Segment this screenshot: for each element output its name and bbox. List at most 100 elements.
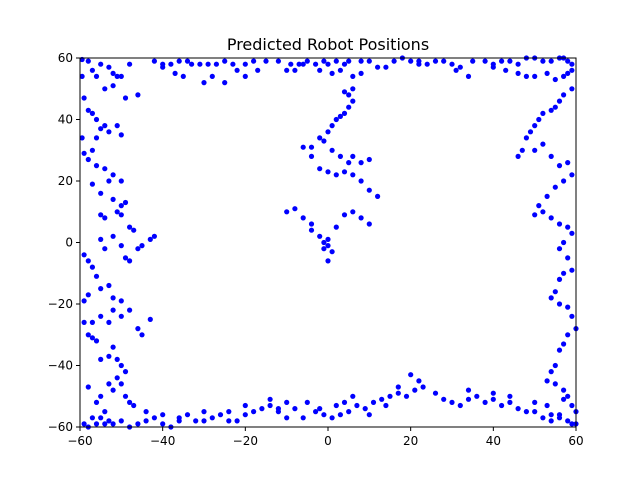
data-point	[308, 144, 315, 150]
data-point	[110, 70, 116, 76]
data-point	[341, 110, 348, 116]
data-point	[98, 356, 104, 362]
data-point	[321, 239, 327, 246]
data-point	[337, 153, 343, 159]
data-point	[358, 178, 364, 184]
data-point	[416, 61, 422, 67]
data-point	[118, 362, 124, 369]
y-tick-label: 60	[58, 51, 73, 65]
data-point	[408, 372, 414, 378]
data-point	[193, 418, 199, 424]
data-point	[329, 70, 335, 76]
data-point	[308, 221, 315, 227]
data-point	[540, 209, 546, 215]
data-point	[93, 338, 100, 344]
x-tick-label: 60	[568, 434, 583, 448]
data-point	[131, 227, 137, 233]
data-point	[89, 335, 95, 341]
data-point	[325, 236, 331, 242]
data-point	[387, 393, 393, 399]
data-point	[432, 58, 439, 64]
data-point	[366, 156, 372, 163]
data-point	[540, 415, 546, 421]
data-point	[135, 421, 141, 427]
data-point	[304, 58, 310, 64]
x-tick-label: −60	[67, 434, 92, 448]
data-point	[263, 58, 269, 64]
data-point	[317, 166, 323, 172]
data-point	[329, 249, 335, 255]
data-point	[106, 418, 112, 424]
data-point	[544, 193, 550, 199]
data-point	[118, 298, 124, 304]
data-point	[321, 412, 327, 418]
data-point	[556, 347, 563, 353]
data-point	[333, 172, 339, 178]
data-point	[358, 58, 364, 64]
data-point	[569, 86, 575, 92]
plot-frame	[79, 57, 577, 428]
data-point	[160, 421, 166, 427]
data-point	[102, 215, 108, 221]
data-point	[284, 415, 290, 421]
data-point	[98, 313, 104, 319]
data-point	[89, 67, 95, 73]
data-point	[565, 224, 571, 230]
data-point	[556, 301, 563, 307]
data-point	[548, 295, 554, 301]
data-point	[197, 61, 203, 67]
data-point	[102, 166, 108, 172]
data-point	[234, 67, 240, 73]
y-tick-label: −60	[48, 420, 73, 434]
y-axis-ticks: −60 −40 −20 0 20 40 60	[48, 51, 80, 434]
data-point	[358, 215, 364, 221]
data-point	[85, 156, 91, 163]
data-point	[118, 313, 124, 319]
data-point	[569, 313, 575, 319]
data-point	[114, 375, 120, 381]
data-point	[375, 193, 381, 199]
data-point	[561, 92, 567, 98]
data-point	[300, 144, 306, 150]
data-point	[408, 58, 414, 64]
data-point	[561, 270, 567, 276]
data-point	[556, 246, 563, 252]
data-point	[565, 70, 571, 76]
data-point	[416, 378, 422, 384]
data-point	[85, 258, 91, 264]
data-point	[110, 421, 116, 427]
data-point	[114, 123, 120, 129]
data-point	[304, 399, 310, 405]
data-point	[325, 129, 331, 135]
data-point	[325, 258, 331, 264]
data-point	[569, 421, 575, 427]
data-point	[321, 58, 327, 64]
data-point	[135, 326, 141, 332]
data-point	[98, 126, 104, 132]
data-point	[143, 409, 149, 415]
data-point	[308, 153, 315, 159]
data-point	[507, 393, 513, 399]
data-point	[552, 104, 558, 110]
data-point	[102, 123, 108, 129]
data-point	[122, 393, 129, 399]
x-tick-label: 0	[324, 434, 332, 448]
data-point	[81, 319, 87, 325]
data-point	[106, 64, 112, 70]
data-point	[89, 181, 95, 187]
data-point	[552, 289, 558, 295]
data-point	[102, 409, 108, 415]
data-point	[118, 418, 124, 424]
data-point	[346, 104, 352, 110]
data-point	[110, 387, 116, 393]
data-point	[284, 209, 290, 215]
data-point	[292, 67, 298, 73]
data-point	[350, 209, 356, 215]
data-point	[552, 381, 558, 387]
data-point	[81, 421, 87, 427]
data-point	[329, 123, 335, 129]
data-point	[523, 135, 530, 141]
data-point	[102, 421, 108, 427]
data-point	[151, 58, 157, 64]
data-point	[358, 70, 364, 76]
